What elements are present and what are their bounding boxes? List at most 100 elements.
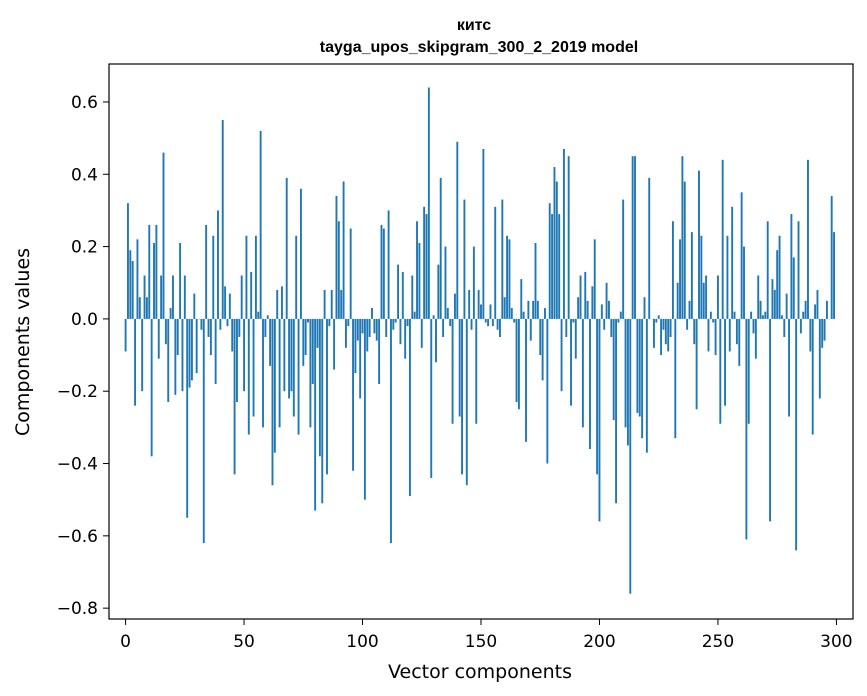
bar-44	[228, 293, 231, 319]
bar-82	[318, 318, 321, 457]
x-tick-label: 150	[465, 632, 497, 652]
bar-137	[449, 318, 452, 327]
bar-190	[574, 318, 577, 359]
bar-series	[124, 87, 835, 594]
bar-182	[555, 181, 558, 319]
bar-4	[134, 318, 137, 406]
bar-288	[807, 159, 809, 319]
bar-188	[570, 318, 572, 406]
bar-128	[427, 87, 430, 319]
bar-15	[160, 275, 163, 319]
bar-166	[517, 318, 520, 410]
bar-251	[719, 318, 722, 424]
bar-106	[375, 318, 378, 341]
bar-173	[534, 242, 537, 319]
bar-295	[823, 318, 826, 341]
bar-26	[186, 318, 189, 518]
bar-79	[311, 318, 314, 384]
bar-158	[499, 318, 501, 337]
bar-150	[480, 304, 482, 319]
bar-282	[792, 257, 795, 319]
bar-95	[349, 228, 352, 319]
bar-216	[636, 318, 639, 413]
bar-55	[254, 235, 257, 319]
bar-67	[283, 318, 286, 392]
bar-81	[316, 318, 319, 348]
bar-64	[276, 289, 279, 319]
bar-224	[655, 318, 658, 323]
bar-130	[432, 315, 435, 319]
bar-203	[605, 282, 608, 319]
bar-125	[420, 318, 423, 348]
bar-21	[174, 318, 177, 395]
bar-289	[809, 318, 812, 352]
bar-229	[667, 318, 670, 352]
bar-217	[638, 318, 641, 417]
bar-276	[778, 235, 781, 319]
bar-299	[833, 232, 835, 319]
bar-98	[356, 318, 359, 341]
bar-118	[404, 318, 407, 359]
bar-234	[679, 239, 681, 319]
bar-116	[399, 318, 402, 345]
bar-193	[581, 318, 584, 428]
bar-77	[307, 318, 309, 323]
y-axis-label: Components values	[12, 248, 34, 436]
bar-257	[733, 311, 736, 319]
bar-168	[522, 311, 525, 319]
bar-191	[577, 297, 580, 319]
bar-248	[712, 318, 715, 323]
bar-165	[515, 318, 518, 403]
bar-10	[148, 224, 151, 319]
bar-147	[472, 246, 475, 319]
bar-178	[546, 318, 549, 464]
bar-151	[482, 148, 485, 319]
bar-268	[759, 300, 762, 319]
bar-9	[145, 297, 148, 319]
bar-252	[721, 159, 724, 319]
bar-66	[281, 286, 283, 319]
bar-148	[475, 318, 478, 424]
bar-123	[416, 221, 418, 319]
bar-156	[494, 206, 497, 319]
bar-262	[745, 318, 748, 540]
bar-87	[330, 289, 333, 319]
bar-146	[470, 318, 473, 330]
bar-278	[783, 318, 786, 337]
bar-215	[634, 156, 636, 319]
plot-area-frame	[108, 63, 854, 620]
bar-36	[209, 318, 212, 356]
bar-296	[825, 300, 828, 319]
bar-23	[179, 242, 182, 319]
bar-58	[262, 318, 264, 428]
bar-113	[392, 318, 395, 330]
bar-184	[560, 318, 563, 392]
bar-195	[586, 300, 589, 319]
bar-171	[529, 318, 532, 341]
bar-18	[167, 318, 170, 403]
bar-232	[674, 318, 677, 439]
bar-37	[212, 235, 215, 319]
bar-50	[243, 318, 246, 392]
x-tick-label: 0	[120, 632, 131, 652]
x-tick-label: 100	[346, 632, 378, 652]
bar-255	[728, 318, 731, 352]
bar-292	[816, 289, 819, 319]
bar-261	[743, 246, 745, 319]
bar-114	[394, 318, 397, 323]
y-tick-label: 0.6	[71, 93, 98, 113]
bar-12	[153, 242, 155, 319]
bar-111	[387, 210, 390, 319]
bar-28	[190, 318, 193, 381]
bar-285	[799, 318, 802, 334]
bar-200	[598, 318, 601, 522]
bar-71	[292, 318, 295, 417]
bar-32	[200, 318, 203, 330]
bar-143	[463, 199, 466, 319]
x-tick-label: 300	[820, 632, 852, 652]
bar-92	[342, 181, 345, 319]
bar-84	[323, 289, 326, 319]
bar-287	[804, 300, 807, 319]
bar-103	[368, 318, 371, 337]
bar-294	[821, 318, 824, 348]
